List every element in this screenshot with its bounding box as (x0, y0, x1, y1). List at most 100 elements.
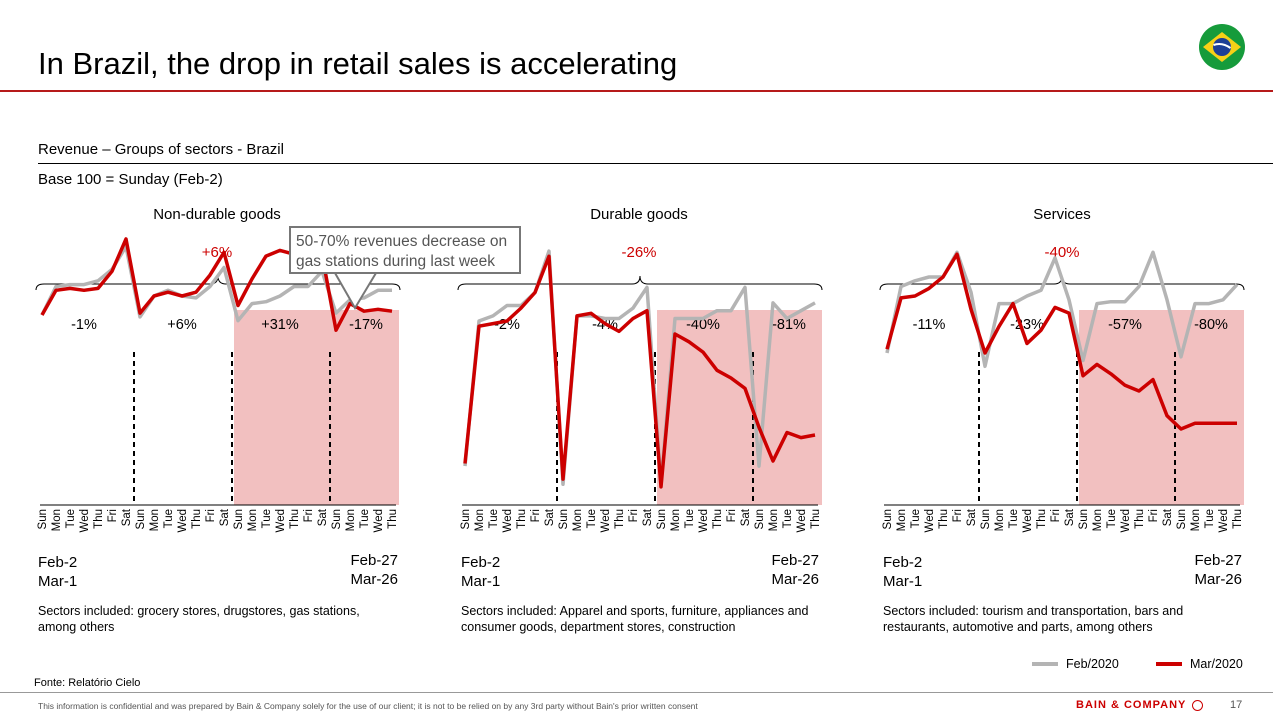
day-tick-label: Mon (51, 509, 63, 531)
day-tick-label: Wed (1218, 509, 1230, 532)
day-tick-label: Sun (135, 509, 147, 529)
base-label: Base 100 = Sunday (Feb-2) (38, 171, 223, 188)
date-left-non-durable: Feb-2 Mar-1 (38, 553, 77, 591)
day-tick-label: Sun (754, 509, 766, 529)
brand-name: BAIN & COMPANY (1076, 699, 1187, 711)
day-tick-label: Wed (177, 509, 189, 532)
day-tick-label: Sun (558, 509, 570, 529)
day-tick-label: Fri (107, 509, 119, 522)
date-left-line-2: Mar-1 (883, 573, 923, 590)
day-tick-label: Wed (698, 509, 710, 532)
date-right-line-1: Feb-27 (1194, 552, 1242, 569)
callout-pointer (334, 272, 377, 310)
legend-mar-label: Mar/2020 (1190, 657, 1243, 671)
week-change-label: -17% (349, 317, 383, 333)
day-tick-label: Mon (1092, 509, 1104, 531)
sectors-note-non-durable: Sectors included: grocery stores, drugst… (38, 604, 360, 634)
date-left-line-2: Mar-1 (38, 573, 78, 590)
panel-title-non-durable: Non-durable goods (153, 206, 281, 223)
week-change-label: -1% (71, 317, 97, 333)
chart-panel-durable: -2% -4% -40% -81%Sun Mon Tue Wed Thu Fri Sat Sun Mo… (457, 249, 823, 532)
chart-panel-services: -11% -23% -57% -80%Sun Mon Tue Wed Thu Fri Sat Sun… (879, 250, 1245, 532)
series-line-feb (40, 244, 392, 323)
date-left-line-1: Feb-2 (38, 554, 78, 571)
day-tick-label: Tue (684, 509, 696, 528)
legend-feb-swatch (1032, 662, 1058, 666)
day-tick-label: Tue (65, 509, 77, 528)
date-right-line-2: Mar-26 (771, 571, 819, 588)
day-tick-label: Sun (37, 509, 49, 529)
day-tick-label: Sat (1162, 508, 1174, 526)
date-right-line-2: Mar-26 (350, 571, 398, 588)
day-tick-label: Thu (289, 509, 301, 529)
day-tick-label: Sat (966, 508, 978, 526)
shaded-region (657, 310, 822, 505)
day-tick-label: Fri (205, 509, 217, 522)
date-right-durable: Feb-27 Mar-26 (739, 551, 819, 589)
date-right-line-1: Feb-27 (350, 552, 398, 569)
day-tick-label: Thu (712, 509, 724, 529)
day-tick-label: Wed (502, 509, 514, 532)
day-tick-label: Sun (656, 509, 668, 529)
day-tick-label: Tue (1204, 509, 1216, 528)
day-tick-label: Wed (924, 509, 936, 532)
day-tick-label: Mon (768, 509, 780, 531)
week-change-label: -81% (772, 317, 806, 333)
day-tick-label: Mon (572, 509, 584, 531)
day-tick-label: Mon (247, 509, 259, 531)
day-tick-label: Tue (488, 509, 500, 528)
day-tick-label: Wed (796, 509, 808, 532)
week-change-label: -57% (1108, 317, 1142, 333)
day-tick-label: Sat (544, 508, 556, 526)
day-tick-label: Tue (261, 509, 273, 528)
day-tick-label: Sat (642, 508, 654, 526)
day-tick-label: Sun (882, 509, 894, 529)
date-right-non-durable: Feb-27 Mar-26 (318, 551, 398, 589)
legend-feb: Feb/2020 (1032, 657, 1119, 671)
day-tick-label: Tue (1106, 509, 1118, 528)
legend-feb-label: Feb/2020 (1066, 657, 1119, 671)
day-tick-label: Tue (910, 509, 922, 528)
day-tick-label: Sun (1078, 509, 1090, 529)
day-tick-label: Mon (149, 509, 161, 531)
day-tick-label: Mon (896, 509, 908, 531)
series-line-mar (40, 237, 393, 332)
subtitle-divider (38, 163, 1273, 164)
day-tick-label: Mon (670, 509, 682, 531)
day-tick-label: Tue (359, 509, 371, 528)
chart-subtitle: Revenue – Groups of sectors - Brazil (38, 141, 284, 158)
day-tick-label: Tue (782, 509, 794, 528)
day-tick-label: Wed (600, 509, 612, 532)
day-tick-label: Sat (317, 508, 329, 526)
day-tick-label: Mon (994, 509, 1006, 531)
day-tick-label: Thu (93, 509, 105, 529)
brazil-flag-icon (1199, 24, 1245, 70)
day-tick-label: Mon (345, 509, 357, 531)
series-line-mar (885, 252, 1237, 431)
source-note: Fonte: Relatório Cielo (34, 677, 141, 689)
brand-mark-icon (1192, 699, 1204, 711)
total-change-services: -40% (1044, 244, 1080, 261)
sectors-note-services: Sectors included: tourism and transporta… (883, 604, 1184, 634)
date-right-services: Feb-27 Mar-26 (1162, 551, 1242, 589)
day-tick-label: Fri (1050, 509, 1062, 522)
week-change-label: +31% (261, 317, 299, 333)
day-tick-label: Sun (1176, 509, 1188, 529)
total-change-durable: -26% (621, 244, 657, 261)
confidentiality-disclaimer: This information is confidential and was… (38, 701, 698, 711)
date-left-line-1: Feb-2 (883, 554, 923, 571)
week-change-label: +6% (167, 317, 197, 333)
gas-station-callout: 50-70% revenues decrease on gas stations… (289, 226, 521, 274)
day-tick-label: Wed (1022, 509, 1034, 532)
day-tick-label: Thu (1134, 509, 1146, 529)
day-tick-label: Thu (516, 509, 528, 529)
day-tick-label: Fri (303, 509, 315, 522)
day-tick-label: Fri (1148, 509, 1160, 522)
day-tick-label: Fri (530, 509, 542, 522)
sectors-note-durable: Sectors included: Apparel and sports, fu… (461, 604, 809, 634)
panel-title-services: Services (1033, 206, 1091, 223)
day-tick-label: Fri (952, 509, 964, 522)
day-tick-label: Sat (740, 508, 752, 526)
day-tick-label: Sat (121, 508, 133, 526)
